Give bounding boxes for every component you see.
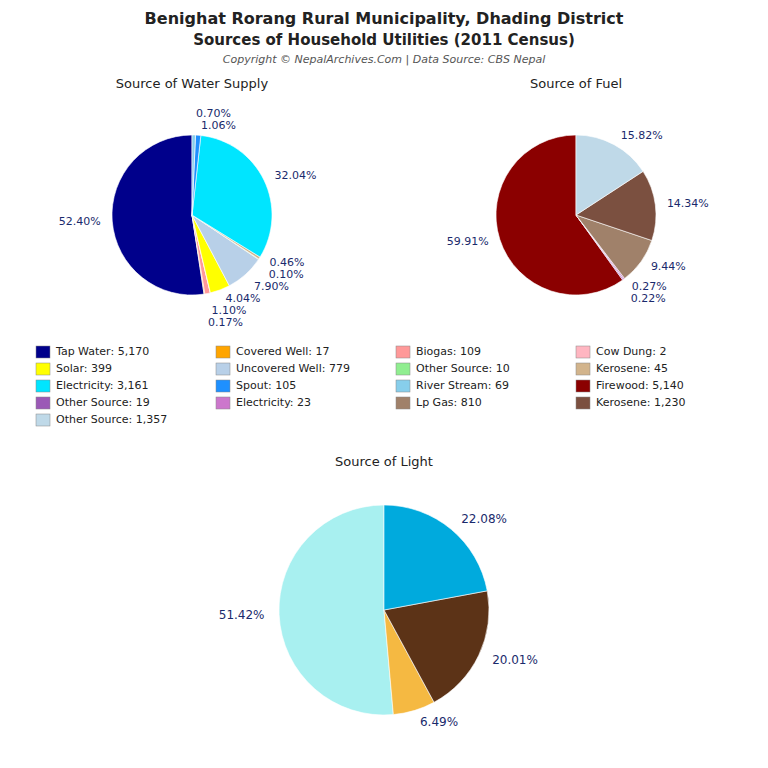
data-label: 15.82%	[621, 129, 663, 142]
legend-label: Other Source: 19	[56, 396, 150, 409]
legend-label: Other Source: 10	[416, 362, 510, 375]
pie-slice	[279, 505, 393, 715]
legend-swatch	[576, 380, 590, 392]
pie-slice	[192, 135, 272, 257]
pie-title: Source of Light	[335, 454, 433, 469]
legend-label: Uncovered Well: 779	[236, 362, 350, 375]
legend-label: Electricity: 3,161	[56, 379, 149, 392]
pie-slice	[192, 135, 196, 215]
legend-swatch	[396, 380, 410, 392]
legend-label: Firewood: 5,140	[596, 379, 684, 392]
data-label: 22.08%	[461, 512, 507, 526]
legend-swatch	[216, 346, 230, 358]
legend-label: Biogas: 109	[416, 345, 481, 358]
pie-slice	[384, 591, 489, 702]
legend-swatch	[576, 397, 590, 409]
data-label: 1.10%	[211, 304, 246, 317]
legend-swatch	[216, 380, 230, 392]
legend: Tap Water: 5,170 Covered Well: 17 Biogas: …	[36, 345, 685, 426]
pie-chart: Source of Fuel 59.91% 0.22%0.27% 9.44% 14.34…	[447, 76, 709, 305]
pie-slice	[576, 135, 643, 215]
legend-swatch	[36, 397, 50, 409]
legend-label: Cow Dung: 2	[596, 345, 667, 358]
legend-label: Other Source: 1,357	[56, 413, 167, 426]
legend-label: River Stream: 69	[416, 379, 509, 392]
legend-label: Electricity: 23	[236, 396, 311, 409]
data-label: 20.01%	[492, 653, 538, 667]
data-label: 9.44%	[651, 260, 686, 273]
data-label: 7.90%	[254, 280, 289, 293]
pie-title: Source of Water Supply	[116, 76, 269, 91]
data-label: 0.17%	[208, 316, 243, 329]
legend-swatch	[576, 346, 590, 358]
pie-slice	[112, 135, 204, 295]
pie-chart: Source of Water Supply 52.40% 0.17%1.10%4.…	[59, 76, 317, 329]
legend-label: Spout: 105	[236, 379, 296, 392]
data-label: 0.22%	[631, 292, 666, 305]
data-label: 32.04%	[275, 169, 317, 182]
data-label: 0.27%	[632, 280, 667, 293]
legend-swatch	[396, 346, 410, 358]
background	[0, 0, 768, 768]
legend-swatch	[36, 346, 50, 358]
legend-swatch	[396, 397, 410, 409]
data-label: 4.04%	[225, 292, 260, 305]
legend-swatch	[36, 414, 50, 426]
legend-label: Covered Well: 17	[236, 345, 330, 358]
data-label: 0.46%	[270, 256, 305, 269]
annotation: Copyright © NepalArchives.Com | Data Sou…	[223, 53, 545, 66]
pie-slice	[192, 135, 201, 215]
data-label: 1.06%	[201, 119, 236, 132]
title: Benighat Rorang Rural Municipality, Dhad…	[145, 9, 624, 28]
legend-label: Kerosene: 1,230	[596, 396, 685, 409]
legend-swatch	[36, 363, 50, 375]
legend-swatch	[576, 363, 590, 375]
legend-label: Tap Water: 5,170	[55, 345, 149, 358]
legend-label: Lp Gas: 810	[416, 396, 482, 409]
data-label: 51.42%	[219, 608, 265, 622]
pie-chart: Source of Light 51.42% 6.49% 20.01% 22.08%	[219, 454, 538, 729]
legend-label: Kerosene: 45	[596, 362, 668, 375]
legend-swatch	[216, 363, 230, 375]
pie-title: Source of Fuel	[530, 76, 622, 91]
data-label: 0.10%	[269, 268, 304, 281]
legend-label: Solar: 399	[56, 362, 112, 375]
legend-swatch	[216, 397, 230, 409]
data-label: 6.49%	[420, 715, 458, 729]
legend-swatch	[396, 363, 410, 375]
data-label: 59.91%	[447, 235, 489, 248]
legend-swatch	[36, 380, 50, 392]
subtitle: Sources of Household Utilities (2011 Cen…	[193, 31, 575, 49]
data-label: 0.70%	[196, 107, 231, 120]
data-label: 14.34%	[667, 197, 709, 210]
data-label: 52.40%	[59, 215, 101, 228]
chart: Benighat Rorang Rural Municipality, Dhad…	[0, 0, 768, 768]
